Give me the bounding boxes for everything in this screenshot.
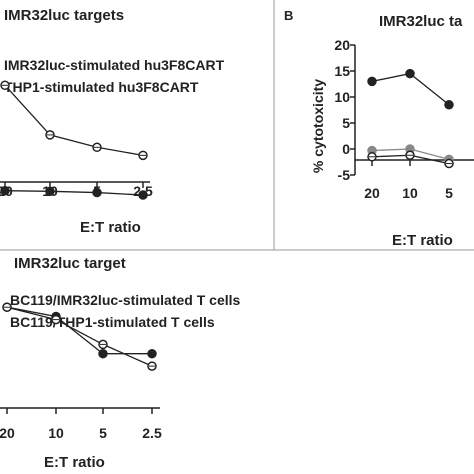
panel-b-label: B <box>284 8 293 23</box>
panel-c-legend-1: BC119/IMR32luc-stimulated T cells <box>10 292 241 308</box>
panel-b-y-tick-label: 10 <box>334 89 350 105</box>
panel-a-series-0-line <box>4 84 144 157</box>
panel-a-title: IMR32luc targets <box>4 7 124 24</box>
panel-c-xlabel: E:T ratio <box>44 454 105 471</box>
panel-c-x-tick-label: 5 <box>99 425 107 441</box>
panel-b-series-0-point <box>367 76 377 87</box>
panel-c-series-0-point <box>98 348 108 359</box>
panel-b-y-tick-label: 0 <box>342 141 350 157</box>
panel-a-series-1-point <box>0 185 10 196</box>
panel-c-title: IMR32luc target <box>14 255 126 272</box>
panel-c-series-0-point <box>147 348 157 359</box>
panel-b-y-tick-label: -5 <box>338 167 351 183</box>
panel-a-legend-1: IMR32luc-stimulated hu3F8CART <box>4 57 225 73</box>
panel-a-series-1-point <box>92 187 102 198</box>
panel-c-series-0-line <box>6 306 152 355</box>
panel-b-x-tick-label: 5 <box>445 185 453 201</box>
panel-c-legend-2: BC119/THP1-stimulated T cells <box>10 314 215 330</box>
panel-b-y-tick-label: 15 <box>334 63 350 79</box>
panel-c-x-tick-label: 2.5 <box>142 425 162 441</box>
panel-b-series-0-point <box>444 100 454 110</box>
panel-b-y-tick-label: 20 <box>334 37 350 53</box>
panel-b-xlabel: E:T ratio <box>392 232 453 249</box>
panel-b-x-tick-label: 20 <box>364 185 380 201</box>
panel-b-frame <box>273 0 474 251</box>
panel-a-legend-2: THP1-stimulated hu3F8CART <box>4 79 199 95</box>
panel-a-series-1-point <box>138 190 148 200</box>
panel-b-title: IMR32luc ta <box>379 13 463 30</box>
panel-b-y-tick-label: 5 <box>342 115 350 131</box>
panel-a-xlabel: E:T ratio <box>80 219 141 236</box>
panel-b-series-0-point <box>405 68 415 79</box>
panel-b-x-tick-label: 10 <box>402 185 418 201</box>
panel-a-series-1-point <box>45 186 55 197</box>
panel-c-x-tick-label: 20 <box>0 425 15 441</box>
panel-c-series-1-line <box>6 306 153 367</box>
panel-c-x-tick-label: 10 <box>48 425 64 441</box>
panel-b-ylabel: % cytotoxicity <box>310 79 326 173</box>
panel-a-series-1-line <box>4 190 144 196</box>
